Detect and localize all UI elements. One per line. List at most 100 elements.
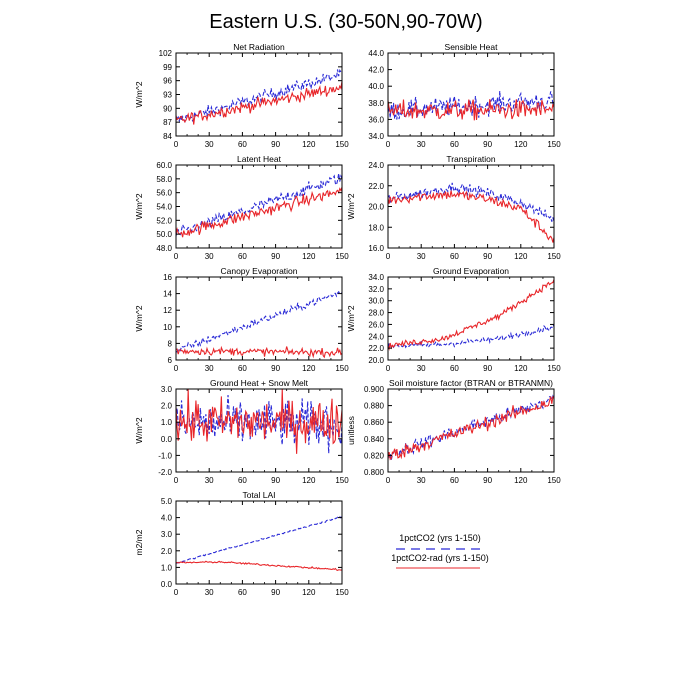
y-tick-label: 0.900 bbox=[364, 385, 385, 394]
panel-title: Soil moisture factor (BTRAN or BTRANMN) bbox=[389, 378, 553, 388]
plot-frame bbox=[175, 276, 343, 361]
x-tick-label: 150 bbox=[335, 476, 349, 485]
x-tick-label: 30 bbox=[205, 588, 214, 597]
series-line-1pctco2 bbox=[388, 90, 554, 120]
panel: 0 30 60 90 120 150 -2.0 -1.0 0.0 1.0 2.0 3.0 Ground … bbox=[134, 378, 349, 485]
panel: 0 30 60 90 120 150 84 87 90 93 96 99 102 Net Radiatio… bbox=[134, 42, 349, 149]
legend-label-1pctco2: 1pctCO2 (yrs 1-150) bbox=[399, 533, 481, 543]
panel-title: Ground Heat + Snow Melt bbox=[210, 378, 309, 388]
x-tick-label: 150 bbox=[335, 364, 349, 373]
legend: 1pctCO2 (yrs 1-150) 1pctCO2-rad (yrs 1-15… bbox=[391, 533, 489, 569]
y-tick-label: 24.0 bbox=[368, 161, 384, 170]
panel-title: Net Radiation bbox=[233, 42, 285, 52]
x-tick-label: 150 bbox=[547, 364, 561, 373]
y-tick-label: 3.0 bbox=[161, 385, 173, 394]
x-tick-label: 30 bbox=[205, 252, 214, 261]
y-tick-label: -2.0 bbox=[158, 468, 172, 477]
x-tick-label: 0 bbox=[386, 252, 391, 261]
panel: 0 30 60 90 120 150 48.0 50.0 52.0 54.0 56.0 58.0 60.… bbox=[134, 154, 349, 261]
series-line-1pctco2-rad bbox=[176, 81, 342, 125]
y-tick-label: 0.800 bbox=[364, 468, 385, 477]
series-line-1pctco2-rad bbox=[388, 99, 554, 121]
y-tick-label: 42.0 bbox=[368, 66, 384, 75]
y-tick-label: 48.0 bbox=[156, 244, 172, 253]
panel: 0 30 60 90 120 150 0.0 1.0 2.0 3.0 4.0 5.0 Total LAI… bbox=[134, 490, 349, 597]
panel-title: Sensible Heat bbox=[445, 42, 499, 52]
y-tick-label: 2.0 bbox=[161, 402, 173, 411]
y-tick-label: 22.0 bbox=[368, 182, 384, 191]
y-tick-label: 40.0 bbox=[368, 82, 384, 91]
y-tick-label: 14 bbox=[163, 290, 172, 299]
x-tick-label: 120 bbox=[514, 252, 528, 261]
plot-frame bbox=[387, 52, 555, 137]
x-tick-label: 120 bbox=[514, 476, 528, 485]
panel: 0 30 60 90 120 150 34.0 36.0 38.0 40.0 42.0 44.0 Sen… bbox=[368, 42, 561, 149]
legend-label-1pctco2-rad: 1pctCO2-rad (yrs 1-150) bbox=[391, 553, 489, 563]
y-tick-label: 1.0 bbox=[161, 418, 173, 427]
y-tick-label: -1.0 bbox=[158, 451, 172, 460]
x-tick-label: 30 bbox=[417, 140, 426, 149]
y-tick-label: 6 bbox=[168, 356, 173, 365]
plot-frame bbox=[387, 388, 555, 473]
y-axis-label: W/m^2 bbox=[346, 305, 356, 331]
y-tick-label: 93 bbox=[163, 91, 172, 100]
x-tick-label: 90 bbox=[483, 476, 492, 485]
series-line-1pctco2-rad bbox=[388, 190, 554, 243]
y-tick-label: 12 bbox=[163, 306, 172, 315]
y-tick-label: 1.0 bbox=[161, 563, 173, 572]
series-line-1pctco2 bbox=[388, 394, 554, 461]
y-tick-label: 2.0 bbox=[161, 547, 173, 556]
y-tick-label: 3.0 bbox=[161, 530, 173, 539]
panel-title: Transpiration bbox=[446, 154, 496, 164]
x-tick-label: 60 bbox=[238, 252, 247, 261]
y-tick-label: 34.0 bbox=[368, 273, 384, 282]
x-tick-label: 120 bbox=[302, 364, 316, 373]
x-tick-label: 120 bbox=[302, 252, 316, 261]
plot-frame bbox=[175, 500, 343, 585]
y-tick-label: 4.0 bbox=[161, 514, 173, 523]
x-tick-label: 0 bbox=[386, 364, 391, 373]
y-tick-label: 56.0 bbox=[156, 189, 172, 198]
series-line-1pctco2-rad bbox=[176, 186, 342, 238]
y-tick-label: 99 bbox=[163, 63, 172, 72]
panel: 0 30 60 90 120 150 6 8 10 12 14 16 Canopy Evaporatio… bbox=[134, 266, 349, 373]
y-axis-label: unitless bbox=[346, 416, 356, 445]
x-tick-label: 150 bbox=[547, 140, 561, 149]
x-tick-label: 90 bbox=[271, 140, 280, 149]
y-tick-label: 20.0 bbox=[368, 203, 384, 212]
y-tick-label: 26.0 bbox=[368, 320, 384, 329]
y-tick-label: 34.0 bbox=[368, 132, 384, 141]
x-tick-label: 30 bbox=[205, 476, 214, 485]
x-tick-label: 0 bbox=[174, 252, 179, 261]
figure-title: Eastern U.S. (30-50N,90-70W) bbox=[209, 11, 482, 33]
x-tick-label: 150 bbox=[547, 476, 561, 485]
x-tick-label: 60 bbox=[450, 476, 459, 485]
y-tick-label: 87 bbox=[163, 118, 172, 127]
x-tick-label: 0 bbox=[174, 140, 179, 149]
y-tick-label: 18.0 bbox=[368, 223, 384, 232]
x-tick-label: 120 bbox=[514, 140, 528, 149]
y-tick-label: 52.0 bbox=[156, 216, 172, 225]
x-tick-label: 150 bbox=[547, 252, 561, 261]
series-line-1pctco2-rad bbox=[388, 279, 554, 351]
x-tick-label: 60 bbox=[238, 364, 247, 373]
y-axis-label: W/m^2 bbox=[134, 81, 144, 107]
panel-title: Canopy Evaporation bbox=[220, 266, 297, 276]
y-tick-label: 96 bbox=[163, 77, 172, 86]
x-tick-label: 90 bbox=[483, 252, 492, 261]
series-line-1pctco2 bbox=[176, 515, 342, 564]
plot-frame bbox=[387, 276, 555, 361]
x-tick-label: 150 bbox=[335, 252, 349, 261]
y-axis-label: W/m^2 bbox=[134, 193, 144, 219]
y-tick-label: 102 bbox=[159, 49, 173, 58]
series-line-1pctco2-rad bbox=[176, 560, 342, 571]
panel: 0 30 60 90 120 150 16.0 18.0 20.0 22.0 24.0 Transpi… bbox=[346, 154, 561, 261]
y-axis-label: m2/m2 bbox=[134, 529, 144, 555]
x-tick-label: 60 bbox=[450, 364, 459, 373]
x-tick-label: 150 bbox=[335, 140, 349, 149]
x-tick-label: 90 bbox=[271, 588, 280, 597]
series-line-1pctco2 bbox=[388, 182, 554, 223]
x-tick-label: 0 bbox=[174, 588, 179, 597]
y-tick-label: 0.840 bbox=[364, 435, 385, 444]
